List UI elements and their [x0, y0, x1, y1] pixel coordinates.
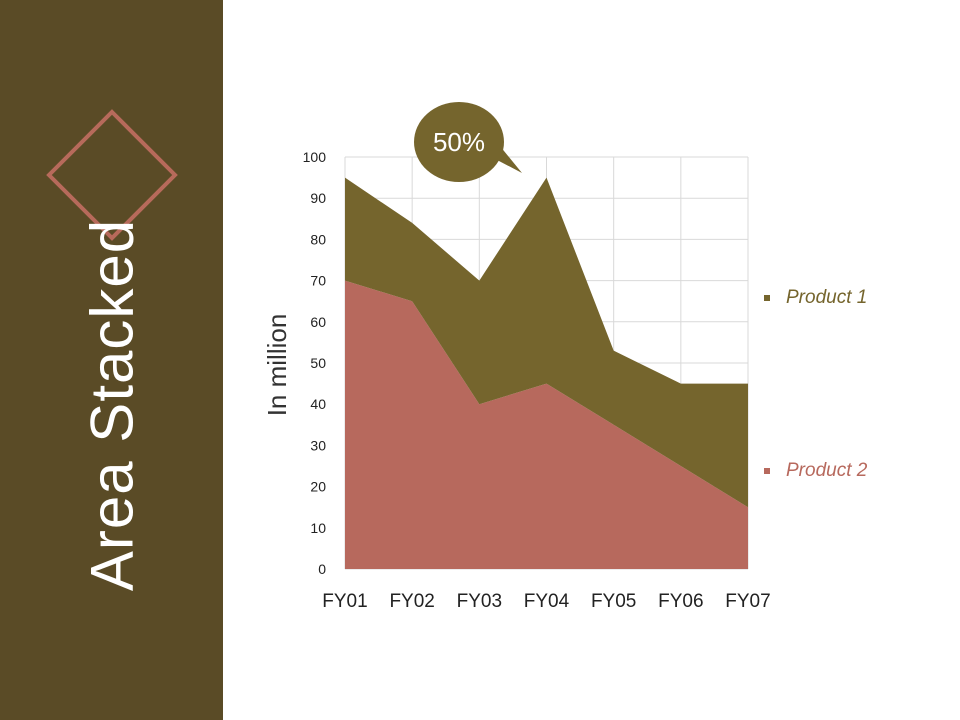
y-tick-label-0: 0	[318, 561, 326, 577]
legend-swatch-product-1	[764, 295, 770, 301]
x-tick-label-fy01: FY01	[322, 591, 367, 612]
x-tick-labels: FY01 FY02 FY03 FY04 FY05 FY06 FY07	[322, 591, 770, 612]
y-tick-label-10: 10	[310, 520, 326, 536]
y-tick-label-80: 80	[310, 231, 326, 247]
area-product-1	[345, 177, 748, 508]
chart-areas	[345, 177, 748, 569]
y-tick-label-40: 40	[310, 396, 326, 412]
diamond-outline	[46, 109, 178, 241]
x-tick-label-fy04: FY04	[524, 591, 570, 612]
y-axis-label: In million	[262, 314, 292, 417]
title-sidebar: Area Stacked	[0, 0, 223, 720]
y-tick-label-50: 50	[310, 355, 326, 371]
y-tick-label-90: 90	[310, 190, 326, 206]
x-tick-label-fy06: FY06	[658, 591, 703, 612]
y-tick-label-60: 60	[310, 314, 326, 330]
diamond-decoration	[46, 109, 178, 241]
y-tick-label-100: 100	[303, 149, 327, 165]
y-tick-label-70: 70	[310, 273, 326, 289]
x-tick-label-fy05: FY05	[591, 591, 636, 612]
y-tick-labels: 0 10 20 30 40 50 60 70 80 90 100	[303, 149, 327, 577]
legend-label-product-2: Product 2	[786, 460, 868, 481]
legend-item-product-2: Product 2	[764, 460, 867, 482]
legend-swatch-product-2	[764, 468, 770, 474]
callout-text: 50%	[433, 127, 485, 157]
percent-callout: 50%	[414, 102, 522, 182]
callout-bubble	[414, 102, 504, 182]
x-tick-label-fy07: FY07	[725, 591, 770, 612]
legend-label-product-1: Product 1	[786, 287, 868, 308]
x-tick-label-fy03: FY03	[457, 591, 502, 612]
x-tick-label-fy02: FY02	[389, 591, 434, 612]
y-tick-label-30: 30	[310, 437, 326, 453]
y-tick-label-20: 20	[310, 479, 326, 495]
chart-legend: Product 1 Product 2	[764, 0, 954, 720]
legend-item-product-1: Product 1	[764, 287, 867, 309]
